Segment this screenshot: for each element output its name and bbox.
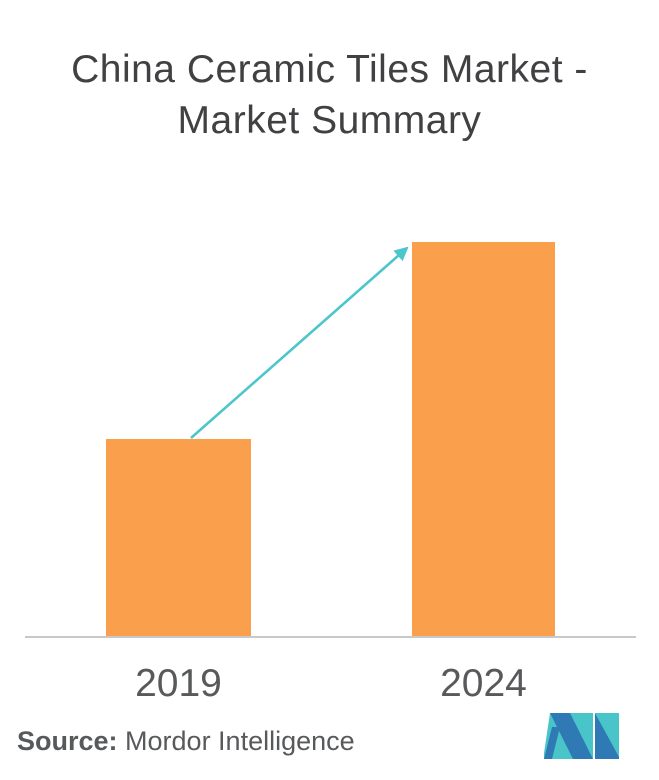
x-tick-label-2019: 2019	[135, 662, 222, 705]
chart-title: China Ceramic Tiles Market - Market Summ…	[0, 44, 659, 146]
source-attribution: Source: Mordor Intelligence	[17, 726, 355, 757]
mordor-intelligence-logo	[544, 713, 619, 759]
x-tick-label-2024: 2024	[440, 662, 527, 705]
chart-title-line1: China Ceramic Tiles Market -	[71, 48, 588, 91]
chart-title-line2: Market Summary	[177, 99, 482, 142]
source-label: Source:	[17, 726, 118, 756]
bar-2024	[412, 242, 555, 637]
source-text: Mordor Intelligence	[117, 726, 355, 756]
bar-2019	[106, 439, 251, 637]
x-axis-line	[25, 636, 636, 638]
